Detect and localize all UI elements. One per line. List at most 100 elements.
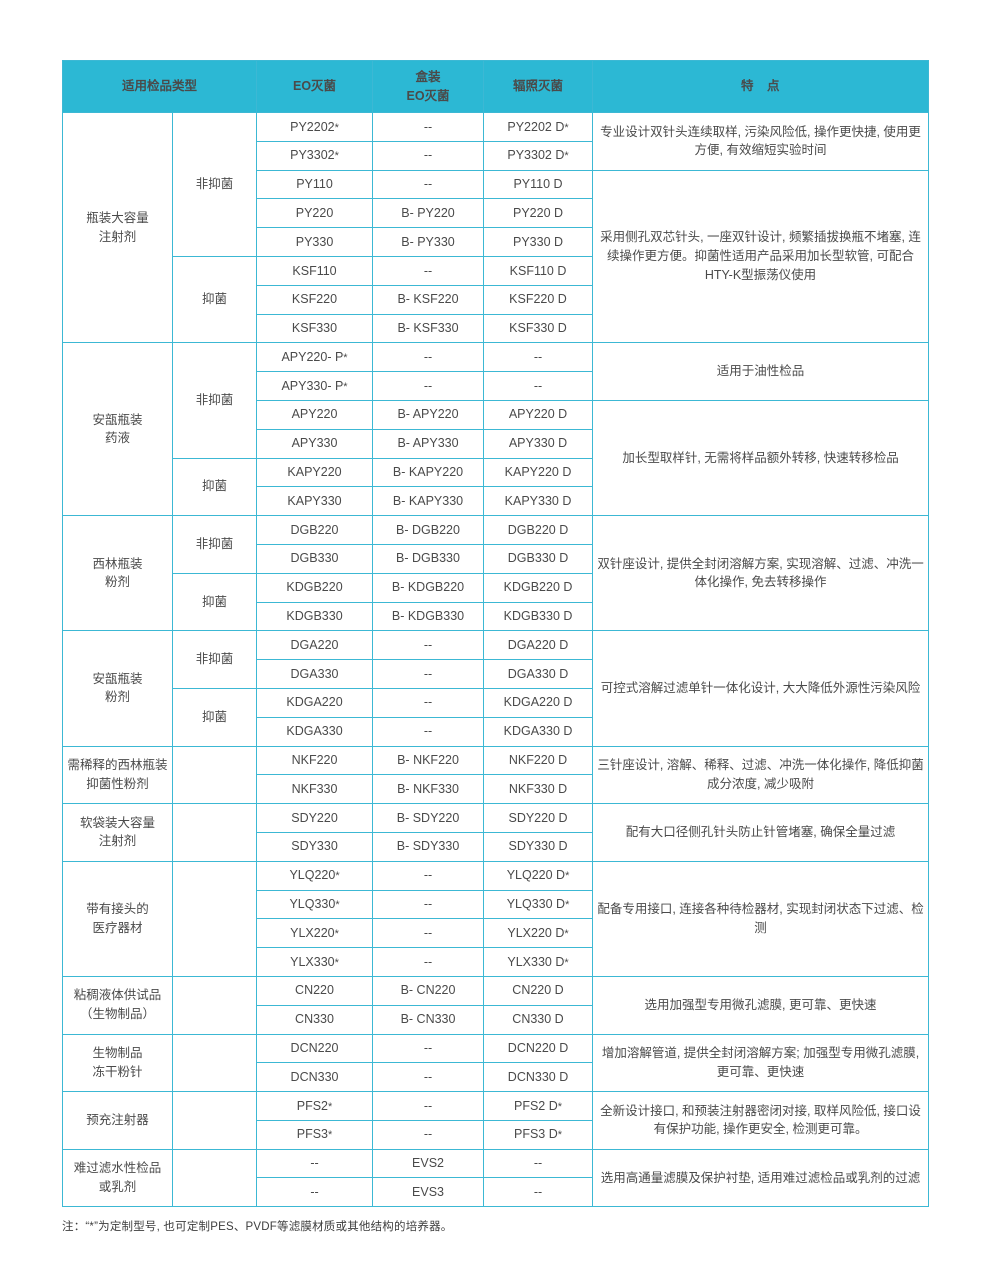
feature-cell: 全新设计接口, 和预装注射器密闭对接, 取样风险低, 接口设有保护功能, 操作更… [592,1091,930,1150]
model-irradiation-cell: DGB220 D [483,515,594,545]
category-line-1: 难过滤水性检品 [73,1161,162,1176]
model-boxed-eo-cell: -- [372,1119,485,1150]
subgroup-cell: 抑菌 [171,687,258,747]
table-row: 带有接头的 医疗器材 YLQ220* -- YLQ220 D* 配备专用接口, 连接各种待… [62,860,930,977]
model-irradiation-cell: KSF330 D [483,313,594,344]
header-boxed-eo-line2: EO灭菌 [406,88,450,103]
model-boxed-eo-cell: -- [372,659,485,689]
model-eo-cell: PFS3* [256,1119,374,1150]
model-irradiation-cell: DGB330 D [483,543,594,574]
subgroup-cell [172,745,258,805]
table-row: KSF330 B- KSF330 KSF330 D [63,313,929,344]
category-line-1: 西林瓶装 [92,556,143,571]
table-row: 软袋装大容量 注射剂 SDY220 B- SDY220 SDY220 D 配有大口径侧孔针… [62,803,930,862]
table-body: 瓶装大容量 注射剂 非抑菌 PY2202* -- PY2202 D* 专业设计双针头连续取样… [62,111,930,1208]
feature-cell: 选用高通量滤膜及保护衬垫, 适用难过滤检品或乳剂的过滤 [592,1148,930,1208]
subgroup-cell: 非抑菌 [171,515,258,574]
custom-model-asterisk: * [564,150,569,163]
model-eo-cell: YLQ330* [256,889,374,920]
header-boxed-eo-line1: 盒装 [415,69,441,84]
model-eo-cell: -- [256,1177,374,1208]
model-irradiation-cell: YLQ330 D* [483,889,594,920]
table-row: -- EVS3 -- [63,1177,929,1208]
table-row: 生物制品 冻干粉针 DCN220 -- DCN220 D 增加溶解管道, 提供全封闭溶解方… [62,1033,930,1093]
model-boxed-eo-cell: -- [372,342,485,373]
category-line-1: 安瓿瓶装 [92,671,143,686]
table-row: SDY330 B- SDY330 SDY330 D [63,831,929,862]
subgroup-cell [172,860,258,977]
custom-model-asterisk: * [557,1100,563,1113]
model-boxed-eo-cell: B- PY330 [372,227,485,257]
header-row: 适用检品类型 EO灭菌 盒装 EO灭菌 辐照灭菌 特 点 [61,60,930,113]
category-line-1: 带有接头的 [86,902,149,917]
product-spec-table: 适用检品类型 EO灭菌 盒装 EO灭菌 辐照灭菌 特 点 瓶装大容量 注射剂非抑菌… [61,60,930,1208]
model-eo-cell: YLQ220* [256,860,374,891]
model-eo-cell: DGB220 [256,515,374,545]
table-row: 抑菌 KDGB220 B- KDGB220 KDGB220 D [63,572,929,632]
model-irradiation-cell: YLX330 D* [483,947,594,977]
model-boxed-eo-cell: -- [372,716,485,747]
category-line-1: 软袋装大容量 [79,815,155,830]
custom-model-asterisk: * [557,1129,563,1142]
model-boxed-eo-cell: B- KSF330 [372,313,485,344]
table-row: YLX220* -- YLX220 D* [63,918,929,949]
model-irradiation-cell: YLQ220 D* [483,860,594,891]
custom-model-asterisk: * [343,351,348,364]
model-irradiation-cell: KDGA330 D [483,716,594,747]
category-cell: 粘稠液体供试品 （生物制品） [62,975,173,1035]
model-irradiation-cell: KDGA220 D [483,687,594,718]
model-boxed-eo-cell: B- KSF220 [372,284,485,315]
category-line-1: 粘稠液体供试品 [73,988,162,1003]
table-header: 适用检品类型 EO灭菌 盒装 EO灭菌 辐照灭菌 特 点 [61,60,930,113]
model-irradiation-cell: DGA220 D [483,630,594,661]
model-irradiation-cell: NKF330 D [483,774,594,805]
table-row: PY3302* -- PY3302 D* [63,140,929,171]
model-boxed-eo-cell: -- [372,169,485,200]
feature-cell: 选用加强型专用微孔滤膜, 更可靠、更快速 [592,975,930,1035]
model-eo-cell: DCN330 [256,1062,374,1093]
category-cell: 带有接头的 医疗器材 [62,860,173,977]
category-line-1: 生物制品 [92,1046,143,1061]
model-boxed-eo-cell: B- CN220 [372,975,485,1006]
table-row: KDGB330 B- KDGB330 KDGB330 D [63,601,929,632]
table-row: NKF330 B- NKF330 NKF330 D [63,774,929,805]
model-eo-cell: YLX220* [256,918,374,949]
subgroup-cell [172,803,258,862]
model-eo-cell: APY330- P* [256,371,374,401]
header-boxed-eo: 盒装 EO灭菌 [372,60,485,113]
model-boxed-eo-cell: B- APY330 [372,428,485,459]
table-row: APY220 B- APY220 APY220 D 加长型取样针, 无需将样品额外转移… [63,399,930,517]
model-eo-cell: APY220 [256,399,374,430]
feature-cell: 采用侧孔双芯针头, 一座双针设计, 频繁插拔换瓶不堵塞, 连续操作更方便。抑菌性… [592,169,930,344]
model-boxed-eo-cell: -- [372,1091,485,1121]
category-line-2: 注射剂 [98,834,137,849]
table-row: APY330- P* -- -- [63,371,929,401]
table-row: DGB330 B- DGB330 DGB330 D [63,543,929,574]
feature-cell: 配有大口径侧孔针头防止针管堵塞, 确保全量过滤 [592,803,930,862]
custom-model-asterisk: * [565,870,570,883]
header-irradiation: 辐照灭菌 [483,60,594,113]
model-eo-cell: PY220 [256,198,374,229]
model-boxed-eo-cell: B- DGB220 [372,515,485,545]
category-line-2: 或乳剂 [98,1179,137,1194]
table-row: CN330 B- CN330 CN330 D [63,1004,929,1035]
category-line-2: 注射剂 [98,229,137,244]
model-irradiation-cell: KSF220 D [483,284,594,315]
model-irradiation-cell: PY220 D [483,198,594,229]
table-row: PFS3* -- PFS3 D* [63,1119,929,1150]
subgroup-cell [172,1033,258,1093]
model-eo-cell: KDGA330 [256,716,374,747]
model-eo-cell: DGA330 [256,659,374,689]
custom-model-asterisk: * [334,956,339,969]
model-boxed-eo-cell: -- [372,889,485,920]
model-eo-cell: KAPY330 [256,486,374,517]
model-irradiation-cell: KDGB220 D [483,572,594,603]
table-row: 预充注射器 PFS2* -- PFS2 D* 全新设计接口, 和预装注射器密闭对接, 取… [62,1091,930,1150]
model-eo-cell: APY220- P* [256,342,374,373]
table-row: 粘稠液体供试品 （生物制品） CN220 B- CN220 CN220 D 选用加强型专用… [62,975,930,1035]
model-irradiation-cell: YLX220 D* [483,918,594,949]
table-row: 安瓿瓶装 粉剂 非抑菌 DGA220 -- DGA220 D 可控式溶解过滤单针一体化设计,… [62,630,930,747]
category-cell: 安瓿瓶装 药液 [62,342,173,517]
category-cell: 瓶装大容量 注射剂 [62,111,173,344]
model-boxed-eo-cell: B- SDY330 [372,831,485,862]
